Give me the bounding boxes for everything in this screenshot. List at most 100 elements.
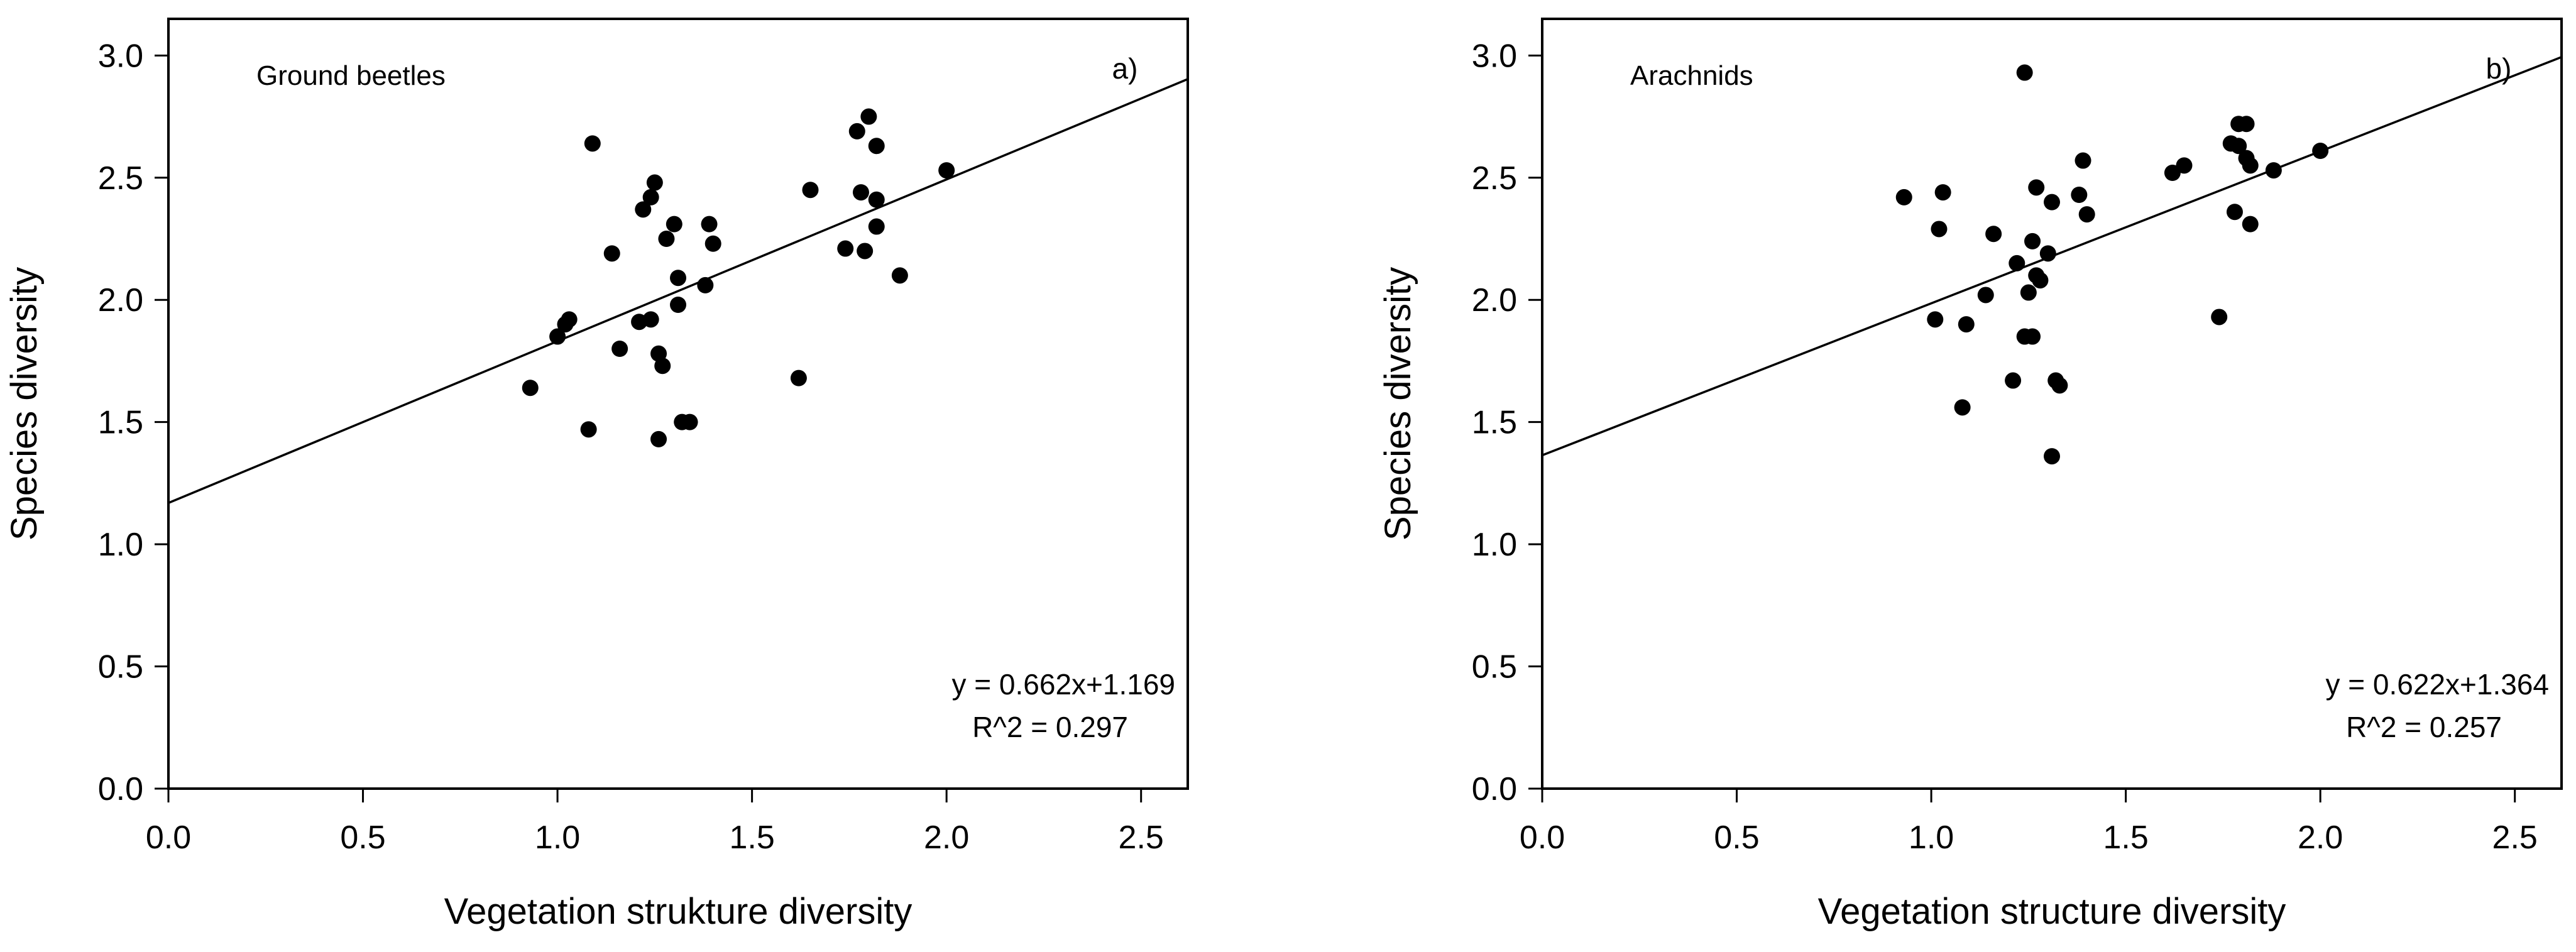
panel-b-panel-label: b) — [2486, 52, 2512, 85]
panel-a-data-point — [635, 201, 652, 218]
panel-b-data-point — [2075, 152, 2091, 169]
panel-a-equation: y = 0.662x+1.169 — [951, 668, 1175, 701]
panel-b-data-point — [2039, 245, 2056, 262]
panel-b-data-point — [1985, 226, 2002, 243]
panel-b-plot-frame — [1541, 18, 2563, 790]
panel-b-data-point — [2016, 64, 2033, 81]
panel-a-data-point — [611, 341, 628, 357]
panel-b-data-point — [1934, 184, 1951, 201]
panel-a-data-point — [790, 369, 807, 386]
panel-a-y-axis-label: Species diversity — [4, 267, 45, 540]
panel-a-y-tick-label: 0.0 — [98, 771, 143, 807]
panel-b-data-point — [2164, 165, 2181, 181]
panel-b-data-point — [2265, 162, 2282, 179]
panel-a-y-tick-label: 2.0 — [98, 282, 143, 319]
panel-a-x-tick-label: 2.5 — [1119, 819, 1164, 856]
panel-b-title: Arachnids — [1630, 60, 1753, 91]
panel-a-data-point — [654, 358, 671, 375]
panel-b-data-point — [2009, 254, 2025, 271]
panel-a-data-point — [642, 311, 659, 328]
panel-b-data-point — [2238, 116, 2255, 133]
panel-a-x-tick-label: 0.0 — [146, 819, 191, 856]
panel-b-y-tick-label: 1.0 — [1472, 527, 1517, 563]
panel-b-data-point — [1977, 287, 1994, 304]
panel-b-y-tick-label: 0.0 — [1472, 771, 1517, 807]
panel-a-data-point — [868, 191, 885, 208]
panel-b-x-axis-label: Vegetation structure diversity — [1818, 891, 2286, 932]
panel-b-r-squared: R^2 = 0.257 — [2346, 711, 2502, 743]
panel-a-title: Ground beetles — [256, 60, 446, 91]
panel-b-data-point — [2211, 309, 2228, 326]
panel-a-plot-frame — [167, 18, 1189, 790]
panel-a-x-tick-label: 0.5 — [340, 819, 385, 856]
panel-b-data-point — [2020, 284, 2037, 301]
panel-a-x-tick-label: 1.0 — [535, 819, 580, 856]
panel-a-data-point — [704, 235, 721, 252]
panel-a-data-point — [603, 245, 620, 262]
panel-a-data-point — [670, 270, 686, 287]
panel-a-y-tick-label: 2.5 — [98, 160, 143, 197]
panel-a-data-point — [561, 311, 578, 328]
panel-b-x-tick-label: 2.5 — [2492, 819, 2538, 856]
panel-a-data-point — [938, 162, 955, 179]
panel-a-panel-label: a) — [1112, 52, 1138, 85]
panel-a-data-point — [852, 184, 869, 201]
panel-a-data-point — [868, 138, 885, 155]
panel-a-y-tick-label: 1.0 — [98, 527, 143, 563]
panel-a-data-point — [670, 297, 686, 313]
panel-b-data-point — [1954, 399, 1971, 416]
panel-a-x-tick-label: 2.0 — [924, 819, 969, 856]
panel-a-data-point — [549, 328, 566, 345]
panel-b-y-tick-label: 3.0 — [1472, 38, 1517, 74]
panel-b-data-point — [1931, 221, 1948, 238]
panel-b: 0.0 0.5 1.0 1.5 2.0 2.5 0.0 0.5 1.0 1.5 2.0 2.5 3.0 V… — [1378, 18, 2563, 932]
panel-b-data-point — [1895, 189, 1912, 205]
panel-a-y-tick-label: 3.0 — [98, 38, 143, 74]
panel-b-x-tick-label: 0.5 — [1714, 819, 1759, 856]
panel-b-x-tick-label: 1.5 — [2103, 819, 2148, 856]
panel-b-x-tick-label: 0.0 — [1520, 819, 1565, 856]
panel-b-data-point — [2078, 206, 2095, 223]
panel-b-data-point — [2005, 372, 2022, 389]
panel-b-data-point — [2242, 216, 2259, 233]
panel-b-data-point — [2071, 187, 2088, 203]
panel-a-data-point — [868, 218, 885, 235]
panel-a-y-tick-label: 1.5 — [98, 405, 143, 441]
panel-b-data-point — [2028, 179, 2045, 196]
panel-b-y-axis-label: Species diversity — [1378, 267, 1418, 540]
panel-a-data-point — [697, 276, 714, 293]
panel-a-data-point — [646, 174, 663, 191]
panel-b-data-point — [1927, 311, 1944, 328]
panel-b-data-point — [2024, 233, 2041, 249]
panel-a-data-point — [891, 267, 908, 284]
panel-b-y-tick-label: 1.5 — [1472, 405, 1517, 441]
panel-a-data-point — [837, 240, 854, 257]
panel-a-data-point — [584, 135, 601, 152]
panel-b-data-point — [2226, 204, 2243, 221]
panel-a-data-point — [848, 123, 865, 140]
panel-b-data-point — [2230, 138, 2247, 155]
panel-a-data-point — [642, 189, 659, 205]
panel-a-r-squared: R^2 = 0.297 — [972, 711, 1128, 743]
panel-b-x-tick-label: 1.0 — [1909, 819, 1954, 856]
panel-a-data-point — [658, 231, 675, 247]
panel-a-data-point — [802, 182, 819, 199]
panel-b-data-point — [2051, 377, 2068, 394]
panel-a-data-point — [666, 216, 682, 233]
panel-b-y-tick-label: 2.0 — [1472, 282, 1517, 319]
panel-a-data-point — [857, 243, 874, 260]
panel-a-x-tick-label: 1.5 — [729, 819, 774, 856]
panel-b-x-tick-label: 2.0 — [2298, 819, 2343, 856]
panel-b-data-point — [2044, 194, 2060, 211]
panel-a-x-axis-label: Vegetation strukture diversity — [444, 891, 913, 932]
panel-b-data-point — [2242, 157, 2259, 174]
panel-a-data-point — [860, 108, 877, 125]
panel-a-data-point — [681, 413, 698, 430]
panel-b-data-point — [2176, 157, 2193, 174]
panel-b-data-point — [2024, 328, 2041, 345]
panel-a: 0.0 0.5 1.0 1.5 2.0 2.5 0.0 0.5 1.0 1.5 2.0 2.5 3.0 V… — [4, 18, 1189, 932]
panel-a-regression-line — [168, 78, 1188, 505]
panel-a-data-point — [522, 380, 539, 397]
panel-a-y-tick-label: 0.5 — [98, 649, 143, 686]
